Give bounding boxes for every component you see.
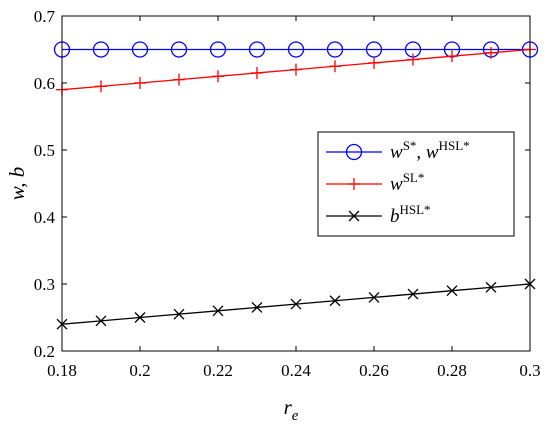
series-2-point-10-b [446,285,458,297]
x-tick-label-3: 0.24 [281,361,311,380]
series-1-point-9 [407,53,419,66]
series-1-point-4 [212,70,224,83]
series-1-point-7 [329,60,341,73]
series-1-point-3 [173,73,185,86]
series-2-point-8 [368,291,380,303]
series-1-point-11 [485,46,497,59]
legend-label-0: wS*, wHSL* [390,138,470,163]
series-0-point-7 [326,41,344,58]
series-2-point-8-b [368,291,380,303]
x-axis-title-subscript: e [292,408,299,424]
y-tick-label-3: 0.5 [34,141,55,160]
y-axis-title: w, b [5,167,29,200]
axes: 0.18 0.2 0.22 0.24 0.26 0.28 0.30.20.30.40.50.… [5,7,541,424]
series-2-point-11-b [485,281,497,293]
series-0-point-1 [92,41,110,58]
legend-label-2: bHSL* [390,202,431,227]
x-tick-label-1: 0.2 [129,361,150,380]
series-0-point-2 [131,41,149,58]
x-tick-label-2: 0.22 [203,361,233,380]
y-tick-label-2: 0.4 [34,208,56,227]
series-2-point-2-b [134,312,146,323]
legend-label-0-part-4: HSL* [439,138,470,153]
series-2-point-11 [485,281,497,293]
legend-label-0-part-0: w [390,142,403,163]
x-axis-title-main: r [284,395,293,419]
series-2-point-5-b [251,301,263,313]
series-2-point-1 [95,315,107,327]
legend-label-1: wSL* [390,170,424,195]
x-tick-label-4: 0.26 [359,361,389,380]
series-1-point-5 [251,66,263,79]
x-tick-label-6: 0.3 [519,361,540,380]
series-2-point-4 [212,305,224,317]
legend-label-1-part-1: SL* [403,170,425,185]
series-2-point-7 [329,295,341,307]
series-0-point-6 [287,41,305,58]
legend-label-1-part-0: w [390,174,403,195]
series-1-point-6 [290,63,302,76]
series-2-point-6 [290,298,302,310]
series-2-point-10 [446,285,458,297]
series-1-point-1 [95,80,107,93]
plot-area [53,41,539,330]
series-1-point-8 [368,56,380,69]
series-2-point-7-b [329,295,341,307]
x-axis-title: re [284,395,299,424]
series-1-point-10 [446,50,458,63]
series-0-point-3 [170,41,188,58]
series-2-point-4-b [212,305,224,317]
x-tick-label-0: 0.18 [47,361,77,380]
series-0-point-5 [248,41,266,58]
legend-label-0-part-2: , [416,142,426,163]
series-2-point-5 [251,301,263,313]
series-2-point-2 [134,312,146,323]
y-tick-label-1: 0.3 [34,275,55,294]
series-2-point-3 [173,308,185,320]
legend-label-2-part-1: HSL* [400,202,431,217]
y-tick-label-5: 0.7 [34,7,56,26]
series-0-point-4 [209,41,227,58]
legend: wS*, wHSL*wSL*bHSL* [317,131,515,237]
legend-label-0-part-1: S* [403,138,417,153]
legend-marker-2-b [348,210,360,222]
series-2-point-3-b [173,308,185,320]
y-tick-label-4: 0.6 [34,74,55,93]
series-2-point-1-b [95,315,107,327]
x-tick-label-5: 0.28 [437,361,467,380]
series-2-point-9 [407,288,419,300]
legend-marker-0 [345,143,363,161]
legend-marker-2 [348,210,360,222]
series-2-point-9-b [407,288,419,300]
legend-label-2-part-0: b [390,206,400,227]
series-1-point-2 [134,77,146,89]
series-2-point-6-b [290,298,302,310]
legend-label-0-part-3: w [426,142,439,163]
legend-marker-1 [348,178,360,190]
y-tick-label-0: 0.2 [34,342,55,361]
